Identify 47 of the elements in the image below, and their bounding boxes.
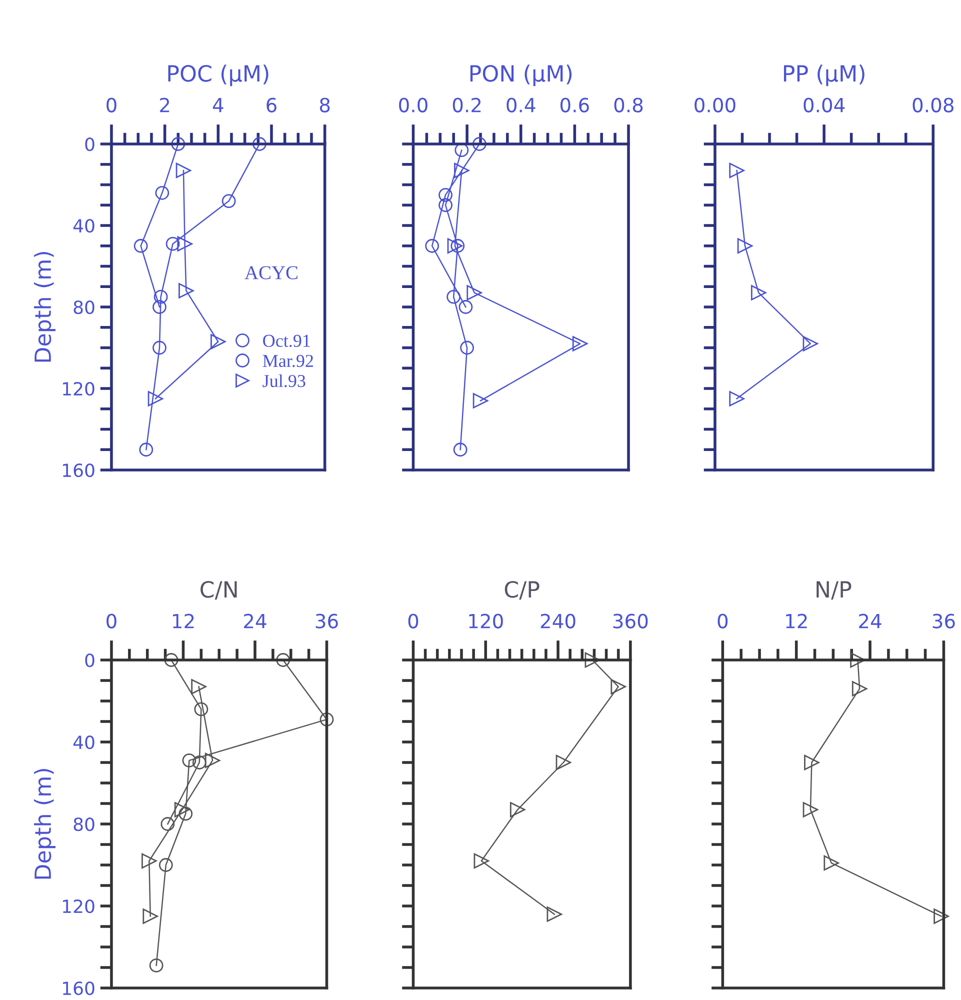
y-tick-label: 120: [63, 382, 94, 396]
chart-title: N/P: [816, 581, 852, 600]
x-tick-label: 12: [172, 614, 194, 628]
y-tick-label: 0: [85, 653, 94, 668]
y-tick-label: 160: [63, 463, 94, 478]
y-axis-title: Depth (m): [34, 769, 56, 879]
x-tick-label: 240: [540, 614, 576, 628]
x-tick-label: 0.04: [804, 98, 845, 112]
x-tick-label: 24: [859, 614, 882, 628]
y-tick-label: 0: [85, 137, 94, 152]
y-axis-title: Depth (m): [34, 252, 56, 362]
chart-title: PON (µM): [470, 64, 572, 86]
x-tick-label: 0.08: [912, 98, 954, 112]
x-tick-label: 0.0: [399, 98, 428, 112]
x-tick-label: 12: [786, 614, 807, 628]
y-tick-label: 120: [63, 899, 94, 914]
x-tick-label: 36: [316, 614, 338, 628]
x-tick-label: 2: [160, 98, 170, 112]
y-tick-label: 80: [74, 817, 94, 832]
chart-title: C/N: [200, 581, 237, 600]
x-tick-label: 0: [106, 98, 116, 112]
legend-label: Oct.91: [263, 334, 310, 347]
x-tick-label: 4: [212, 98, 224, 112]
x-tick-label: 0: [718, 614, 728, 628]
x-tick-label: 36: [932, 614, 955, 628]
x-tick-label: 0.8: [614, 98, 643, 112]
x-tick-label: 0.4: [506, 98, 536, 112]
x-tick-label: 8: [320, 98, 330, 112]
legend-label: Mar.92: [262, 354, 313, 368]
y-tick-label: 40: [73, 735, 94, 750]
chart-title: POC (µM): [168, 64, 268, 86]
chart-title: C/P: [504, 581, 540, 600]
x-tick-label: 360: [613, 614, 648, 628]
x-tick-label: 120: [469, 614, 503, 628]
x-tick-label: 0: [408, 614, 418, 628]
y-tick-label: 160: [63, 981, 94, 996]
y-tick-label: 40: [73, 218, 94, 233]
x-tick-label: 0.6: [560, 98, 589, 112]
x-tick-label: 24: [244, 614, 266, 628]
legend-label: Jul.93: [262, 374, 306, 388]
x-tick-label: 0.00: [694, 98, 736, 112]
x-tick-label: 6: [266, 98, 276, 112]
x-tick-label: 0: [106, 614, 116, 628]
x-tick-label: 0.2: [452, 98, 481, 112]
chart-title: PP (µM): [784, 64, 864, 86]
annotation: ACYC: [244, 266, 298, 280]
y-tick-label: 80: [74, 300, 94, 314]
